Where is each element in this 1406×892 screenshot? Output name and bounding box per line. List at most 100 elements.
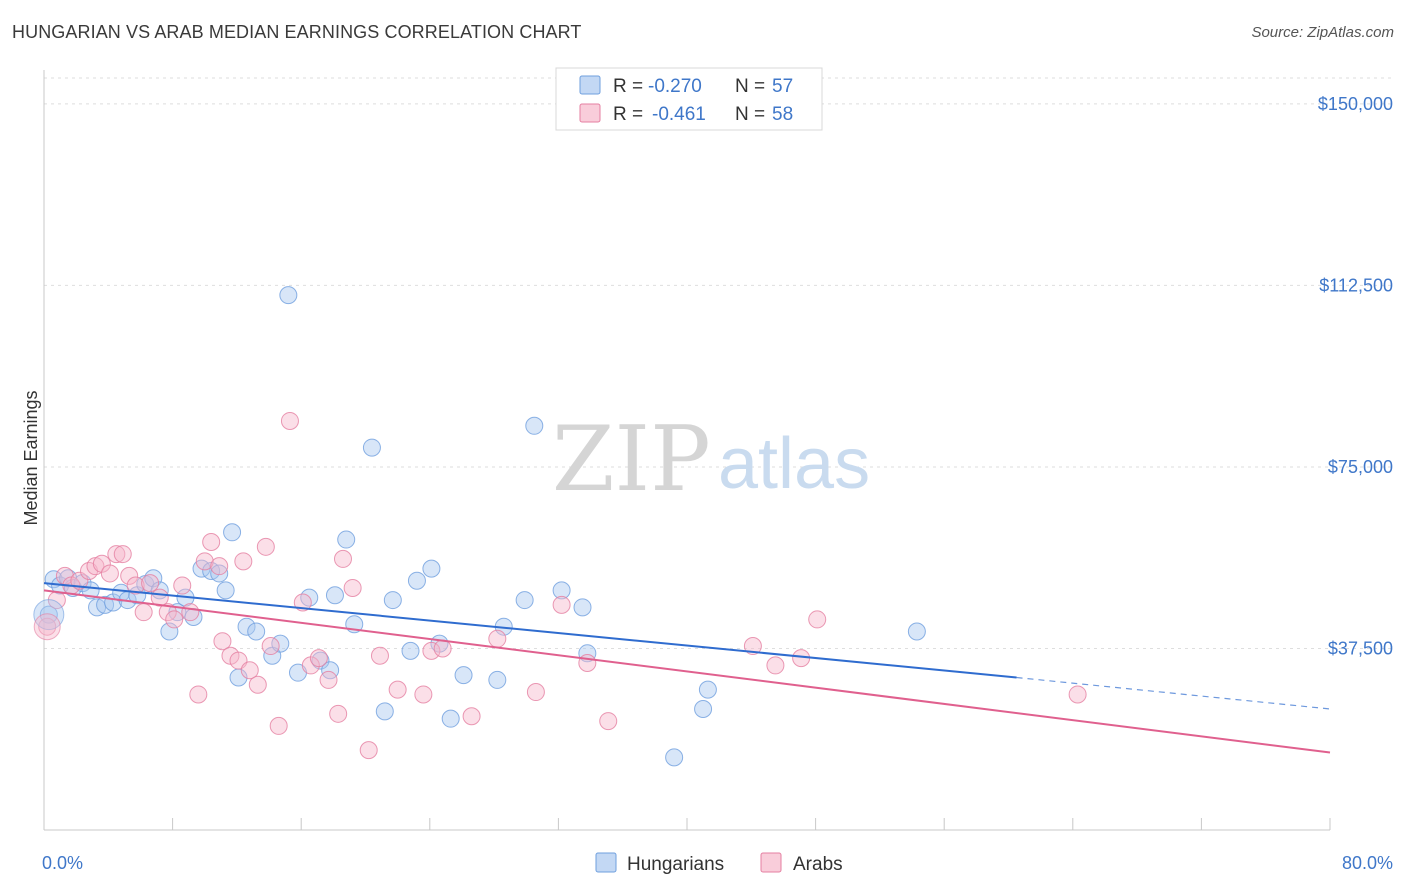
data-point	[422, 559, 441, 578]
data-point	[375, 702, 394, 721]
data-point	[698, 680, 717, 699]
data-point	[488, 670, 507, 689]
data-point	[808, 610, 827, 629]
legend-r-label: R =	[613, 104, 643, 125]
data-point	[213, 632, 232, 651]
data-point	[240, 661, 259, 680]
data-point	[573, 598, 592, 617]
data-point	[134, 603, 153, 622]
data-point	[488, 629, 507, 648]
y-tick-label: $112,500	[1319, 275, 1393, 295]
data-point	[210, 564, 229, 583]
data-point	[578, 653, 597, 672]
legend-label-hungarians: Hungarians	[627, 854, 724, 875]
data-point	[223, 523, 242, 542]
data-point	[665, 748, 684, 767]
data-point	[388, 680, 407, 699]
data-point	[343, 578, 362, 597]
data-point	[526, 683, 545, 702]
data-point	[248, 675, 267, 694]
legend-row-arabs: R = -0.461 N = 58	[579, 103, 793, 125]
data-point	[195, 552, 214, 571]
axes	[43, 70, 1331, 831]
data-point	[113, 545, 132, 564]
data-point	[158, 603, 177, 622]
data-point	[141, 574, 160, 593]
data-point	[766, 656, 785, 675]
legend-n-label: N =	[735, 104, 765, 125]
data-point	[247, 622, 266, 641]
data-point	[552, 595, 571, 614]
data-point	[293, 593, 312, 612]
data-point-cluster	[33, 613, 61, 641]
data-point	[370, 646, 389, 665]
data-point	[160, 622, 179, 641]
data-point-cluster	[33, 599, 65, 631]
data-point	[38, 617, 57, 636]
data-point	[216, 581, 235, 600]
source-credit: Source: ZipAtlas.com	[1251, 24, 1394, 41]
data-point	[112, 583, 131, 602]
legend-row-hungarians: R = -0.270 N = 57	[579, 75, 793, 97]
series-arabs	[38, 411, 1087, 760]
data-point	[107, 545, 126, 564]
data-point	[280, 411, 299, 430]
data-point	[319, 670, 338, 689]
data-point	[407, 571, 426, 590]
x-tick-label: 0.0%	[42, 853, 83, 873]
data-point	[321, 661, 340, 680]
series-hungarians	[39, 286, 926, 767]
series-legend: Hungarians Arabs	[595, 852, 843, 875]
data-point	[173, 576, 192, 595]
data-point	[694, 699, 713, 718]
data-point	[329, 704, 348, 723]
legend-r-label: R =	[613, 76, 643, 97]
data-point	[525, 416, 544, 435]
data-point	[462, 707, 481, 726]
data-point	[165, 610, 184, 629]
legend-r-value: -0.461	[652, 104, 706, 125]
legend-label-arabs: Arabs	[793, 854, 843, 875]
data-point	[70, 571, 89, 590]
data-point	[325, 586, 344, 605]
data-point	[126, 576, 145, 595]
legend-n-label: N =	[735, 76, 765, 97]
y-tick-label: $37,500	[1328, 638, 1393, 658]
data-point	[359, 741, 378, 760]
y-tick-labels: $37,500 $75,000 $112,500 $150,000	[1318, 94, 1393, 659]
data-point	[237, 617, 256, 636]
watermark: ZIP atlas	[552, 407, 870, 512]
data-point	[100, 564, 119, 583]
data-point	[1068, 685, 1087, 704]
legend-swatch-arabs	[579, 103, 601, 123]
data-point	[337, 530, 356, 549]
chart-title: HUNGARIAN VS ARAB MEDIAN EARNINGS CORREL…	[12, 22, 582, 42]
data-point	[202, 532, 221, 551]
correlation-legend: R = -0.270 N = 57 R = -0.461 N = 58	[555, 67, 823, 131]
data-point	[515, 591, 534, 610]
data-point	[401, 641, 420, 660]
data-point	[234, 552, 253, 571]
data-point	[333, 549, 352, 568]
data-point	[362, 438, 381, 457]
x-tick-label: 80.0%	[1342, 853, 1393, 873]
data-point	[309, 649, 328, 668]
legend-n-value: 58	[772, 104, 793, 125]
legend-swatch-hungarians	[579, 75, 601, 95]
watermark-atlas: atlas	[718, 424, 870, 504]
data-point	[422, 641, 441, 660]
data-point	[383, 591, 402, 610]
data-point	[269, 716, 288, 735]
data-point	[907, 622, 926, 641]
data-point	[189, 685, 208, 704]
legend-r-value: -0.270	[648, 76, 702, 97]
data-point	[181, 603, 200, 622]
data-point	[279, 286, 298, 305]
y-tick-label: $150,000	[1318, 94, 1393, 114]
legend-swatch-arabs	[760, 852, 782, 873]
data-point	[256, 537, 275, 556]
data-point	[261, 637, 280, 656]
trend-lines	[43, 582, 1331, 754]
trend-line-arabs	[43, 589, 1331, 754]
